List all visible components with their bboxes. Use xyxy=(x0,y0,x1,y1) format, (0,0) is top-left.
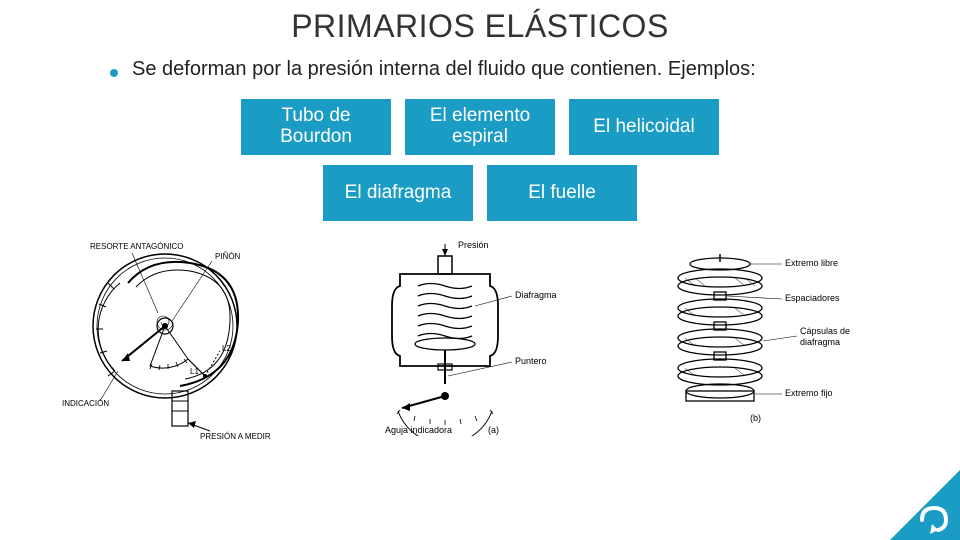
bullet-text: Se deforman por la presión interna del f… xyxy=(132,55,756,83)
box-label: El elemento espiral xyxy=(409,106,551,148)
boxes-row-1: Tubo de Bourdon El elemento espiral El h… xyxy=(40,99,920,155)
label-aguja: Aguja indicadora xyxy=(385,425,452,435)
figure-bourdon: RESORTE ANTAGÓNICO PIÑÓN INDICACIÓN PRES… xyxy=(60,231,290,441)
box-elemento-espiral: El elemento espiral xyxy=(405,99,555,155)
label-indicacion: INDICACIÓN xyxy=(62,399,109,408)
label-puntero: Puntero xyxy=(515,356,547,366)
boxes-row-2: El diafragma El fuelle xyxy=(40,165,920,221)
box-fuelle: El fuelle xyxy=(487,165,637,221)
label-espaciadores: Espaciadores xyxy=(785,293,840,303)
label-extremo-libre: Extremo libre xyxy=(785,258,838,268)
box-label: El helicoidal xyxy=(593,117,694,138)
label-diafragma: Diafragma xyxy=(515,290,557,300)
figure-capsulas: Extremo libre Espaciadores Cápsulas de d… xyxy=(640,236,900,436)
box-tubo-bourdon: Tubo de Bourdon xyxy=(241,99,391,155)
label-b: (b) xyxy=(750,413,761,423)
label-pinon: PIÑÓN xyxy=(215,252,241,261)
box-label: Tubo de Bourdon xyxy=(245,106,387,148)
label-capsulas: Cápsulas de diafragma xyxy=(800,326,853,347)
box-label: El diafragma xyxy=(345,183,452,204)
label-presion: PRESIÓN A MEDIR xyxy=(200,432,271,441)
label-presion: Presión xyxy=(458,240,489,250)
corner-decoration xyxy=(890,470,960,540)
page-title: PRIMARIOS ELÁSTICOS xyxy=(40,8,920,45)
slide: PRIMARIOS ELÁSTICOS Se deforman por la p… xyxy=(0,0,960,540)
label-l2: L2 xyxy=(222,344,231,353)
label-resorte: RESORTE ANTAGÓNICO xyxy=(90,242,184,251)
figures-row: RESORTE ANTAGÓNICO PIÑÓN INDICACIÓN PRES… xyxy=(40,231,920,441)
label-l1: L1 xyxy=(190,367,199,376)
label-a: (a) xyxy=(488,425,499,435)
label-extremo-fijo: Extremo fijo xyxy=(785,388,833,398)
bullet-icon xyxy=(110,69,118,77)
box-helicoidal: El helicoidal xyxy=(569,99,719,155)
bullet-row: Se deforman por la presión interna del f… xyxy=(110,55,920,83)
figure-diafragma: Presión Diafragma Puntero Aguja indicado… xyxy=(330,236,600,436)
box-diafragma: El diafragma xyxy=(323,165,473,221)
return-arrow-icon[interactable] xyxy=(916,504,952,534)
box-label: El fuelle xyxy=(528,183,596,204)
